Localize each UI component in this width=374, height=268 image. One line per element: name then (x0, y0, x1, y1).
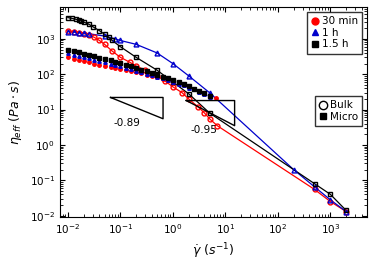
Y-axis label: $\eta_{eff}$ $(Pa\cdot s)$: $\eta_{eff}$ $(Pa\cdot s)$ (7, 80, 24, 145)
Text: -0.95: -0.95 (191, 125, 218, 135)
X-axis label: $\dot{\gamma}$ $(s^{-1})$: $\dot{\gamma}$ $(s^{-1})$ (192, 241, 234, 261)
Text: -0.89: -0.89 (114, 118, 141, 128)
Legend: Bulk, Micro: Bulk, Micro (315, 96, 362, 126)
